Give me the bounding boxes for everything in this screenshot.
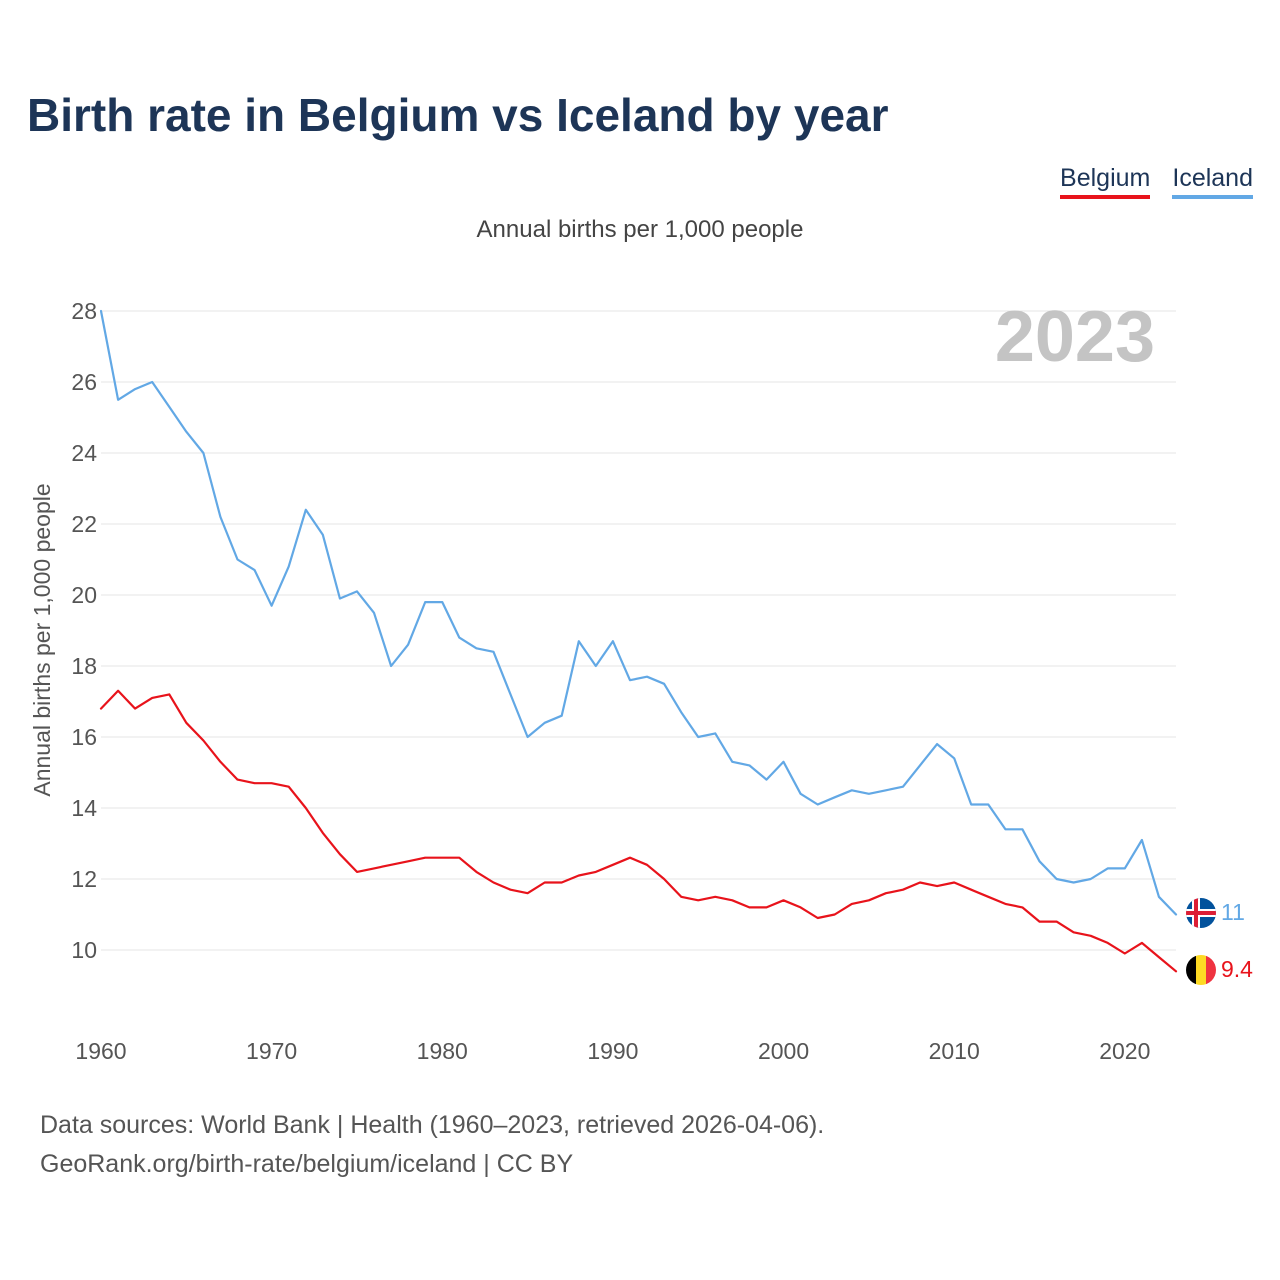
y-tick-label: 26 (71, 369, 97, 395)
page-title: Birth rate in Belgium vs Iceland by year (27, 89, 889, 141)
legend: Belgium Iceland (1060, 164, 1253, 199)
x-tick-label: 1970 (246, 1038, 297, 1064)
iceland-flag-icon (1186, 898, 1216, 928)
x-tick-label: 1960 (75, 1038, 126, 1064)
belgium-flag-icon (1186, 955, 1216, 985)
x-tick-label: 2020 (1099, 1038, 1150, 1064)
y-tick-label: 10 (71, 937, 97, 963)
y-tick-label: 12 (71, 866, 97, 892)
x-tick-label: 2000 (758, 1038, 809, 1064)
y-tick-label: 22 (71, 511, 97, 537)
y-tick-label: 16 (71, 724, 97, 750)
y-tick-label: 14 (71, 795, 97, 821)
end-label-iceland: 11 (1221, 899, 1245, 925)
footer-source: Data sources: World Bank | Health (1960–… (40, 1111, 825, 1139)
legend-item-belgium[interactable]: Belgium (1060, 164, 1151, 199)
series-line-iceland[interactable] (99, 309, 1178, 916)
line-chart: 10 12 14 16 18 20 22 24 26 28 1960 1970 1980 1990 2000… (29, 297, 1253, 1064)
x-tick-label: 1990 (587, 1038, 638, 1064)
y-tick-label: 20 (71, 582, 97, 608)
x-tick-label: 2010 (929, 1038, 980, 1064)
year-watermark: 2023 (995, 297, 1155, 377)
y-tick-label: 18 (71, 653, 97, 679)
y-axis-label: Annual births per 1,000 people (29, 483, 55, 796)
y-tick-label: 28 (71, 298, 97, 324)
footer-url[interactable]: GeoRank.org/birth-rate/belgium/iceland |… (40, 1150, 574, 1178)
chart-subtitle: Annual births per 1,000 people (476, 216, 804, 243)
series-line-belgium[interactable] (99, 689, 1178, 973)
legend-item-iceland[interactable]: Iceland (1172, 164, 1253, 199)
x-tick-label: 1980 (417, 1038, 468, 1064)
footer: Data sources: World Bank | Health (1960–… (40, 1106, 824, 1184)
end-label-belgium: 9.4 (1221, 956, 1253, 982)
y-tick-label: 24 (71, 440, 97, 466)
